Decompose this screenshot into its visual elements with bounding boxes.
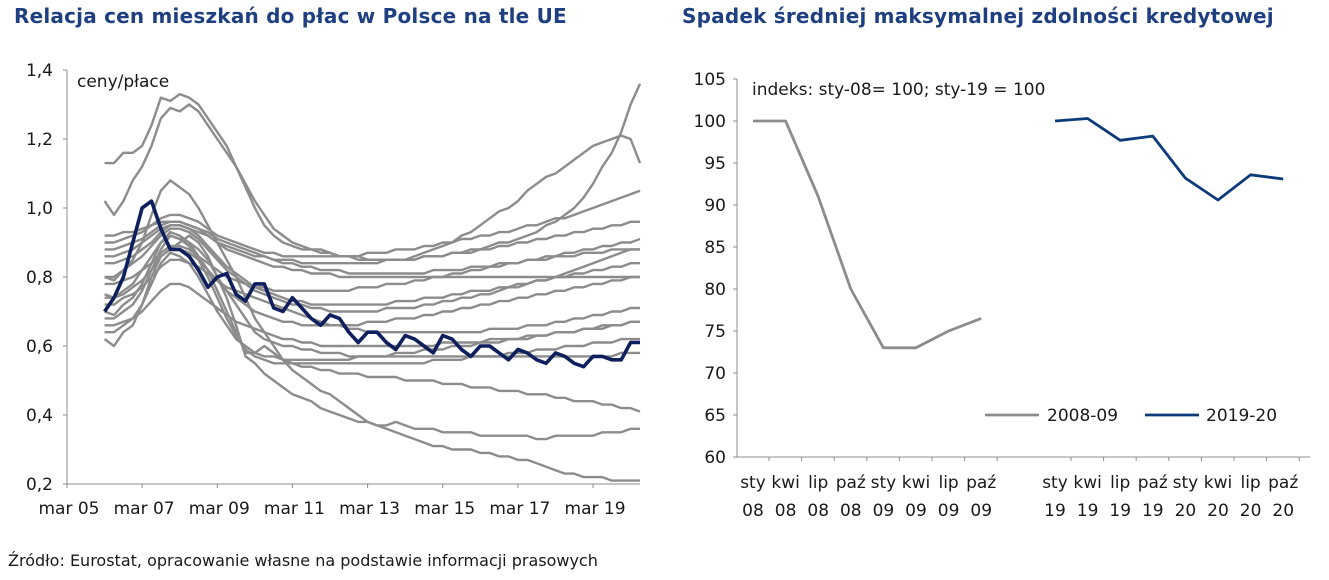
eu-country-line — [103, 103, 642, 261]
legend-label-2008-09: 2008-09 — [1047, 406, 1118, 426]
left-y-tick-label: 0,4 — [26, 406, 53, 426]
left-chart: ceny/płace 0,2 0,4 0,6 0,8 1,0 1,2 1,4 mar 05 ma… — [26, 61, 642, 519]
right-chart: indeks: sty-08= 100; sty-19 = 100 60 65 70… — [694, 70, 1310, 521]
eu-country-line — [104, 234, 640, 365]
right-x-tick-label-month: paź — [1268, 473, 1298, 493]
left-x-tick-label: mar 19 — [565, 499, 626, 519]
eu-country-line — [104, 237, 641, 292]
left-y-tick-label: 0,8 — [26, 268, 53, 288]
right-x-tick-label-month: lip — [808, 473, 828, 493]
eu-country-line — [104, 179, 640, 482]
right-y-tick-label: 70 — [704, 364, 726, 384]
left-y-unit-label: ceny/płace — [77, 72, 169, 92]
charts-canvas: ceny/płace 0,2 0,4 0,6 0,8 1,0 1,2 1,4 mar 05 ma… — [26, 61, 1310, 521]
left-y-tick-label: 1,0 — [26, 199, 53, 219]
eu-country-line — [104, 189, 641, 258]
right-x-tick-label-month: paź — [1138, 473, 1168, 493]
right-x-tick-label-month: kwi — [771, 473, 799, 493]
right-x-tick-label-month: paź — [836, 473, 866, 493]
right-x-tick-label-year: 08 — [807, 501, 829, 521]
right-y-tick-label: 95 — [704, 154, 726, 174]
right-x-tick-label-month: lip — [938, 473, 958, 493]
eu-country-line — [104, 282, 640, 348]
right-y-tick-label: 60 — [704, 448, 726, 468]
right-y-tick-label: 65 — [704, 406, 726, 426]
eu-country-line — [103, 234, 640, 441]
right-x-tick-label-year: 19 — [1044, 501, 1066, 521]
right-x-tick-label-year: 09 — [873, 501, 895, 521]
right-x-tick-label-month: lip — [1110, 473, 1130, 493]
right-x-tick-label-year: 08 — [840, 501, 862, 521]
right-x-tick-label-month: kwi — [1204, 473, 1232, 493]
left-x-tick-label: mar 15 — [414, 499, 475, 519]
left-x-tick-label: mar 11 — [264, 499, 325, 519]
left-x-tick-label: mar 17 — [489, 499, 550, 519]
right-x-tick-label-month: sty — [1173, 473, 1199, 493]
right-x-tick-label-month: lip — [1240, 473, 1260, 493]
left-y-tick-label: 1,2 — [26, 130, 53, 150]
right-y-tick-label: 90 — [704, 196, 726, 216]
series-line-2019-20 — [1054, 117, 1284, 202]
poland-line — [103, 199, 640, 369]
right-y-tick-label: 85 — [704, 238, 726, 258]
left-x-tick-label: mar 09 — [189, 499, 250, 519]
right-x-tick-label-year: 09 — [938, 501, 960, 521]
right-x-tick-label-year: 20 — [1207, 501, 1229, 521]
right-x-tick-label-month: paź — [966, 473, 996, 493]
legend-label-2019-20: 2019-20 — [1206, 406, 1277, 426]
left-x-tick-label: mar 07 — [114, 499, 175, 519]
right-y-tick-label: 100 — [694, 112, 726, 132]
left-x-tick-label: mar 05 — [38, 499, 99, 519]
right-x-tick-label-year: 20 — [1272, 501, 1294, 521]
right-x-tick-label-month: sty — [871, 473, 897, 493]
right-y-tick-label: 75 — [704, 322, 726, 342]
right-y-tick-label: 105 — [694, 70, 726, 90]
left-y-tick-label: 1,4 — [26, 61, 53, 81]
right-x-tick-label-month: kwi — [902, 473, 930, 493]
left-y-tick-label: 0,2 — [26, 475, 53, 495]
right-x-tick-label-month: sty — [1042, 473, 1068, 493]
left-chart-title: Relacja cen mieszkań do płac w Polsce na… — [14, 4, 567, 28]
eu-country-line — [104, 230, 641, 413]
right-x-tick-label-year: 19 — [1077, 501, 1099, 521]
eu-country-line — [104, 220, 640, 265]
right-x-tick-label-year: 19 — [1142, 501, 1164, 521]
right-x-tick-label-year: 20 — [1175, 501, 1197, 521]
left-y-tick-label: 0,6 — [26, 337, 53, 357]
right-x-tick-label-year: 19 — [1109, 501, 1131, 521]
right-x-tick-label-year: 08 — [775, 501, 797, 521]
series-line-2008-09 — [753, 119, 982, 350]
right-index-annotation: indeks: sty-08= 100; sty-19 = 100 — [752, 80, 1045, 100]
right-x-tick-label-year: 09 — [970, 501, 992, 521]
eu-country-line — [104, 220, 640, 275]
eu-country-line — [104, 248, 640, 327]
eu-country-line — [104, 224, 640, 306]
right-x-tick-label-year: 09 — [905, 501, 927, 521]
right-x-tick-label-year: 20 — [1240, 501, 1262, 521]
source-note: Źródło: Eurostat, opracowanie własne na … — [8, 551, 598, 570]
right-x-tick-label-year: 08 — [742, 501, 764, 521]
right-x-tick-label-month: sty — [740, 473, 766, 493]
right-chart-title: Spadek średniej maksymalnej zdolności kr… — [682, 4, 1274, 28]
eu-country-line — [104, 251, 640, 361]
right-x-tick-label-month: kwi — [1073, 473, 1101, 493]
right-y-tick-label: 80 — [704, 280, 726, 300]
left-x-tick-label: mar 13 — [339, 499, 400, 519]
